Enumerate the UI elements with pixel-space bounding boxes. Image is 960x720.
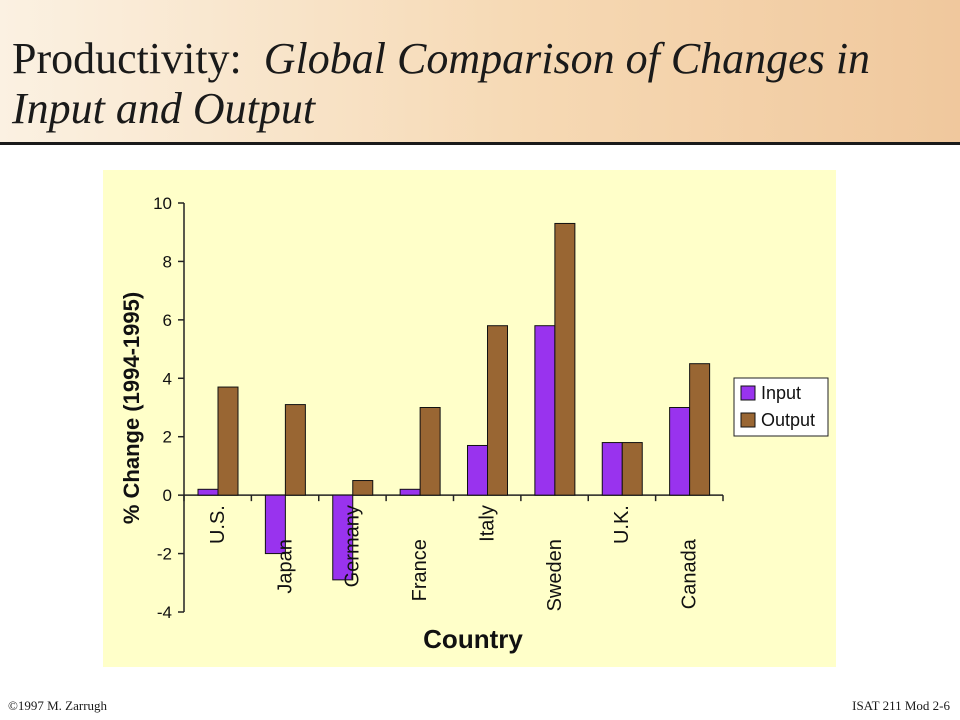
bar-output-us xyxy=(217,386,239,496)
title-divider xyxy=(0,142,960,145)
legend-label-input: Input xyxy=(761,383,801,403)
bar-input-france xyxy=(399,488,421,496)
bar-input-japan xyxy=(264,494,286,555)
footer-copyright: ©1997 M. Zarrugh xyxy=(8,698,108,713)
x-category-label: Japan xyxy=(274,539,296,594)
bar-output-sweden xyxy=(554,222,576,496)
y-tick-label: 0 xyxy=(163,486,172,505)
legend-swatch-output xyxy=(740,412,756,428)
x-category-label: Canada xyxy=(679,538,701,609)
x-axis-title: Country xyxy=(423,624,523,654)
legend-swatch-input xyxy=(740,385,756,401)
y-tick-label: 8 xyxy=(163,252,172,271)
y-tick-label: -2 xyxy=(157,545,172,564)
bar-output-france xyxy=(419,407,441,496)
y-axis-title: % Change (1994-1995) xyxy=(119,292,144,524)
title-band xyxy=(0,0,960,142)
bar-output-japan xyxy=(284,404,306,496)
bar-input-canada xyxy=(669,407,691,496)
bar-output-germany xyxy=(352,480,374,496)
bar-output-uk xyxy=(621,442,643,496)
legend-label-output: Output xyxy=(761,410,815,430)
title-italic: Global Comparison of Changes in Input an… xyxy=(12,34,871,133)
bar-input-us xyxy=(197,488,219,496)
bar-input-germany xyxy=(332,494,354,581)
y-tick-label: 10 xyxy=(153,194,172,213)
bar-output-italy xyxy=(487,325,508,496)
chart-panel: -4 -2 0 2 4 6 8 10 U.S. Japan Germany France Italy Sw… xyxy=(103,170,836,667)
x-category-label: U.S. xyxy=(207,505,229,544)
bar-output-canada xyxy=(689,363,711,496)
footer-course: ISAT 211 Mod 2-6 xyxy=(852,698,950,713)
bar-input-sweden xyxy=(534,325,556,496)
bar-input-uk xyxy=(601,442,623,496)
y-tick-label: 2 xyxy=(163,428,172,447)
y-tick-label: 4 xyxy=(163,369,172,388)
x-category-label: U.K. xyxy=(611,505,633,544)
x-category-label: Italy xyxy=(477,505,499,542)
y-tick-label: 6 xyxy=(163,311,172,330)
y-tick-label: -4 xyxy=(157,603,172,622)
x-category-label: Sweden xyxy=(544,539,566,611)
bar-chart: -4 -2 0 2 4 6 8 10 U.S. Japan Germany France Italy Sw… xyxy=(119,194,829,654)
x-category-label: Germany xyxy=(342,505,364,587)
slide-title: Productivity: Global Comparison of Chang… xyxy=(12,34,942,134)
bar-input-italy xyxy=(467,444,488,496)
title-main: Productivity: xyxy=(12,34,242,83)
x-category-label: France xyxy=(409,539,431,601)
